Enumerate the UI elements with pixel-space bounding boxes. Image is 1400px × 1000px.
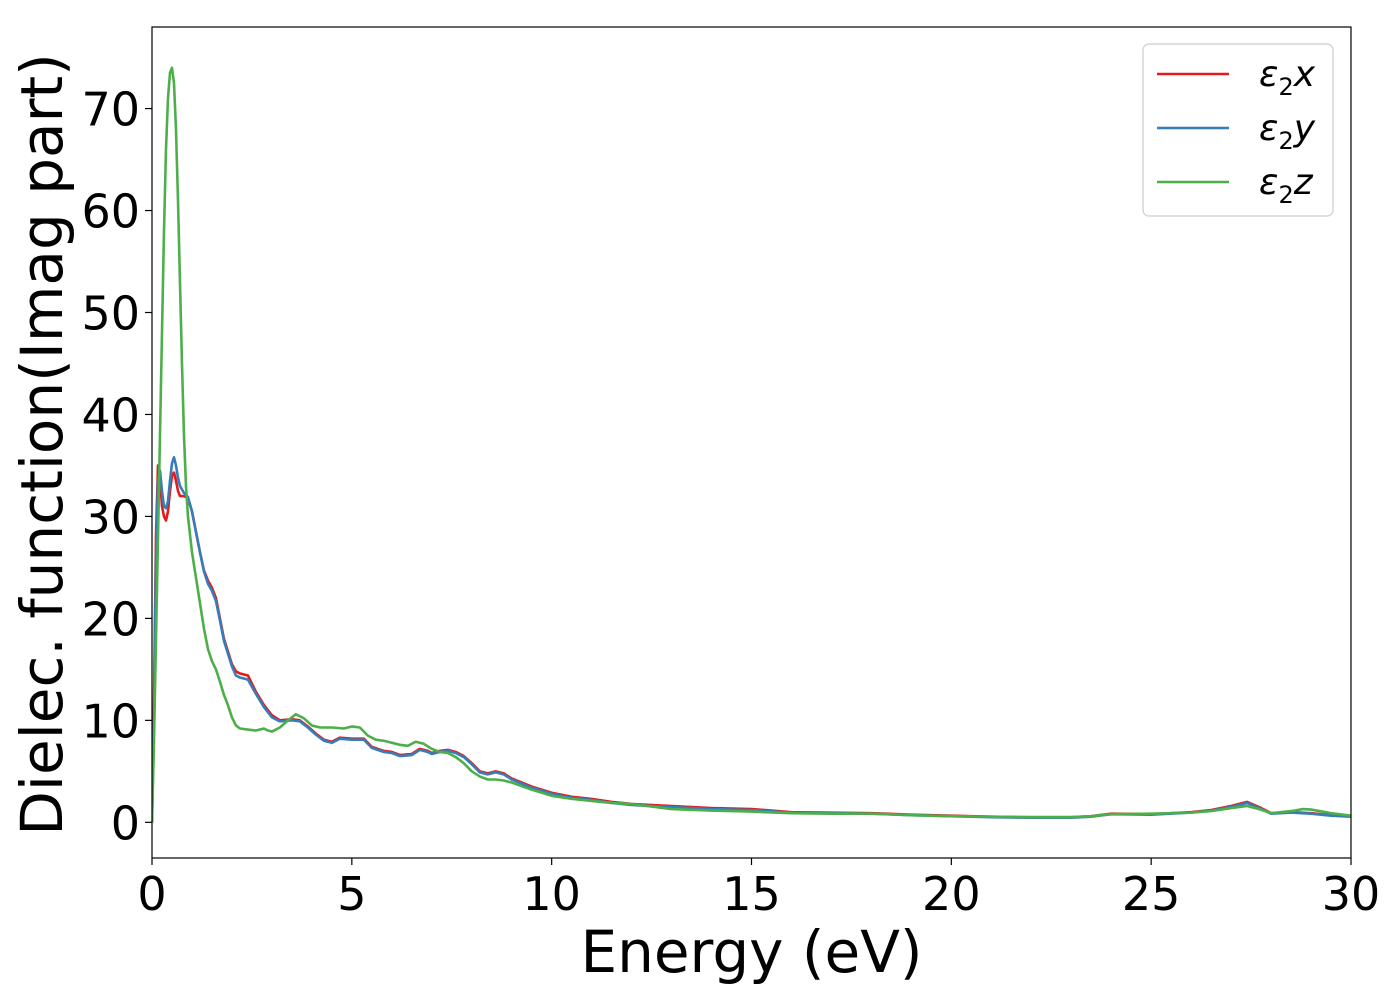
x-tick-label: 25 (1122, 867, 1181, 921)
legend-entries: ε2x ε2y ε2z (1157, 54, 1316, 209)
y-tick-label: 10 (81, 694, 140, 748)
legend: ε2x ε2y ε2z (1142, 43, 1334, 217)
x-tick-label: 10 (522, 867, 581, 921)
y-tick-label: 30 (81, 490, 140, 544)
legend-label-y: ε2y (1259, 108, 1316, 155)
x-axis-title: Energy (eV) (580, 918, 922, 986)
x-axis: 0 5 10 15 20 25 30 (137, 858, 1380, 921)
y-tick-label: 60 (81, 185, 140, 239)
x-tick-label: 15 (722, 867, 781, 921)
y-tick-label: 0 (111, 796, 140, 850)
y-tick-label: 70 (81, 83, 140, 137)
x-tick-label: 20 (922, 867, 981, 921)
series-line-z (152, 66, 1351, 823)
y-tick-label: 20 (81, 592, 140, 646)
series-lines (152, 66, 1351, 823)
series-line-y (152, 455, 1351, 823)
y-tick-label: 50 (81, 286, 140, 340)
legend-label-z: ε2z (1259, 162, 1314, 209)
x-tick-label: 5 (337, 867, 366, 921)
y-axis-title: Dielec. function(Imag part) (8, 53, 76, 836)
x-tick-label: 30 (1322, 867, 1381, 921)
series-line-x (152, 464, 1351, 823)
legend-label-x: ε2x (1259, 54, 1316, 101)
legend-box (1142, 43, 1334, 217)
x-tick-label: 0 (137, 867, 166, 921)
y-axis: 0 10 20 30 40 50 60 70 (81, 83, 152, 850)
y-tick-label: 40 (81, 388, 140, 442)
